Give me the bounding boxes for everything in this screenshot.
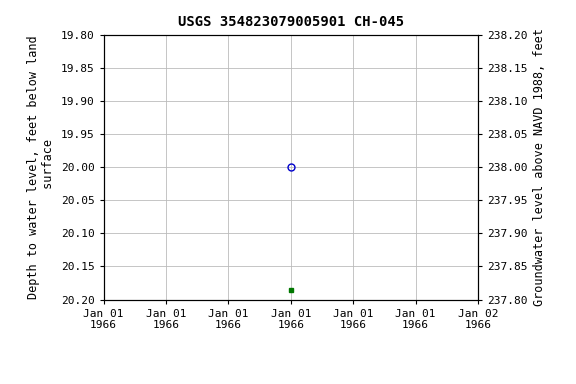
Title: USGS 354823079005901 CH-045: USGS 354823079005901 CH-045: [178, 15, 404, 29]
Y-axis label: Groundwater level above NAVD 1988, feet: Groundwater level above NAVD 1988, feet: [533, 28, 546, 306]
Legend: Period of approved data: Period of approved data: [182, 382, 400, 384]
Y-axis label: Depth to water level, feet below land
 surface: Depth to water level, feet below land su…: [27, 35, 55, 299]
